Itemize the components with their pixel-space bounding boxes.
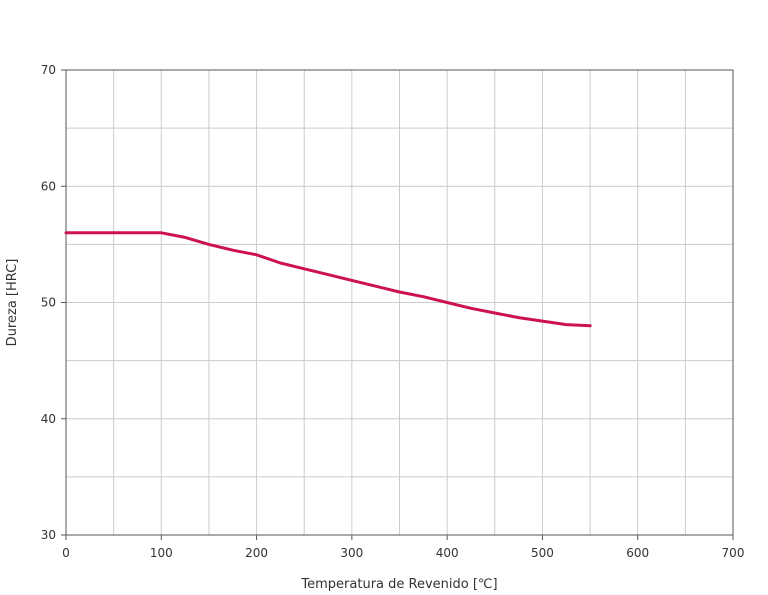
x-tick-label-200: 200 bbox=[245, 546, 268, 560]
x-tick-label-600: 600 bbox=[626, 546, 649, 560]
x-axis-title: Temperatura de Revenido [℃] bbox=[300, 577, 497, 592]
x-tick-label-0: 0 bbox=[62, 546, 70, 560]
grid bbox=[66, 70, 733, 535]
x-tick-label-700: 700 bbox=[722, 546, 745, 560]
tick-labels: 0 100 200 300 400 500 600 700 30 40 50 60 70 bbox=[41, 63, 745, 560]
y-tick-label-50: 50 bbox=[41, 296, 56, 310]
y-tick-label-70: 70 bbox=[41, 63, 56, 77]
x-tick-label-300: 300 bbox=[340, 546, 363, 560]
x-tick-label-100: 100 bbox=[150, 546, 173, 560]
y-tick-label-40: 40 bbox=[41, 412, 56, 426]
y-axis-title: Dureza [HRC] bbox=[5, 259, 20, 347]
series bbox=[64, 231, 592, 328]
x-tick-label-500: 500 bbox=[531, 546, 554, 560]
y-tick-label-30: 30 bbox=[41, 528, 56, 542]
x-tick-label-400: 400 bbox=[436, 546, 459, 560]
series-line-0 bbox=[64, 231, 592, 328]
axes bbox=[61, 69, 734, 540]
y-tick-label-60: 60 bbox=[41, 179, 56, 193]
